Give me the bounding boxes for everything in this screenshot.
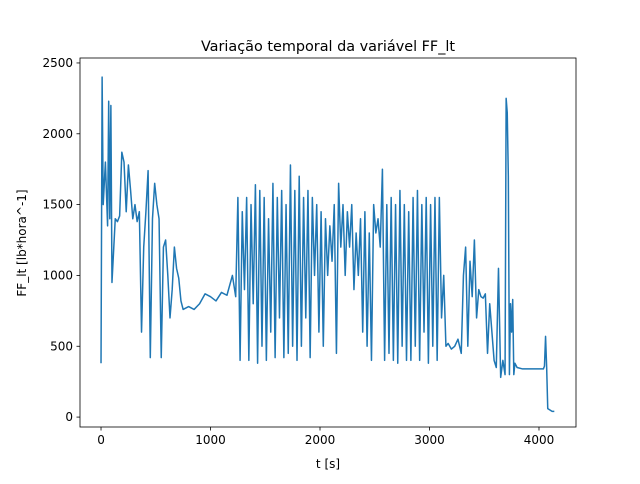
y-tick-label: 2500 bbox=[42, 56, 73, 70]
y-tick-label: 0 bbox=[65, 410, 73, 424]
chart-title: Variação temporal da variável FF_lt bbox=[201, 39, 455, 55]
y-axis-label: FF_lt [lb*hora^-1] bbox=[15, 189, 29, 296]
plot-frame bbox=[79, 57, 577, 428]
y-tick-label: 1000 bbox=[42, 268, 73, 282]
x-tick-label: 3000 bbox=[414, 433, 445, 447]
y-tick-label: 1500 bbox=[42, 198, 73, 212]
y-tick-label: 2000 bbox=[42, 127, 73, 141]
x-tick-label: 0 bbox=[97, 433, 105, 447]
x-tick-label: 4000 bbox=[524, 433, 555, 447]
data-line bbox=[100, 76, 555, 413]
x-tick-label: 2000 bbox=[305, 433, 336, 447]
x-tick-label: 1000 bbox=[195, 433, 226, 447]
x-axis-label: t [s] bbox=[316, 457, 340, 471]
y-tick-label: 500 bbox=[50, 339, 73, 353]
